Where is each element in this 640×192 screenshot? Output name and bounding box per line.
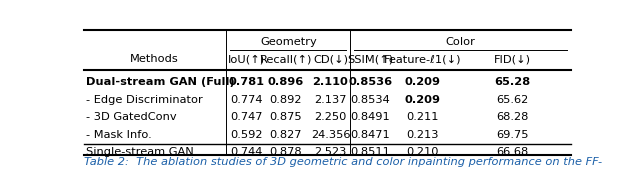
Text: 0.774: 0.774: [230, 95, 262, 105]
Text: 0.827: 0.827: [269, 130, 302, 140]
Text: 0.8534: 0.8534: [350, 95, 390, 105]
Text: 69.75: 69.75: [496, 130, 529, 140]
Text: 0.213: 0.213: [406, 130, 438, 140]
Text: Color: Color: [445, 37, 476, 47]
Text: 0.781: 0.781: [228, 77, 264, 87]
Text: 2.137: 2.137: [314, 95, 347, 105]
Text: 0.592: 0.592: [230, 130, 262, 140]
Text: 2.523: 2.523: [314, 147, 347, 157]
Text: 68.28: 68.28: [497, 112, 529, 122]
Text: 0.209: 0.209: [404, 77, 440, 87]
Text: Recall(↑): Recall(↑): [260, 54, 312, 64]
Text: - Edge Discriminator: - Edge Discriminator: [86, 95, 203, 105]
Text: CD(↓): CD(↓): [313, 54, 348, 64]
Text: 0.747: 0.747: [230, 112, 262, 122]
Text: 65.28: 65.28: [495, 77, 531, 87]
Text: Methods: Methods: [130, 54, 179, 64]
Text: 0.892: 0.892: [269, 95, 302, 105]
Text: IoU(↑): IoU(↑): [228, 54, 265, 64]
Text: 0.878: 0.878: [269, 147, 302, 157]
Text: 0.8471: 0.8471: [350, 130, 390, 140]
Text: 0.896: 0.896: [268, 77, 304, 87]
Text: Table 2:  The ablation studies of 3D geometric and color inpainting performance : Table 2: The ablation studies of 3D geom…: [84, 157, 602, 167]
Text: 2.250: 2.250: [314, 112, 347, 122]
Text: 0.8491: 0.8491: [350, 112, 390, 122]
Text: 0.875: 0.875: [269, 112, 302, 122]
Text: SSIM(↑): SSIM(↑): [347, 54, 393, 64]
Text: 0.8511: 0.8511: [350, 147, 390, 157]
Text: 0.744: 0.744: [230, 147, 262, 157]
Text: Geometry: Geometry: [260, 37, 317, 47]
Text: Dual-stream GAN (Full): Dual-stream GAN (Full): [86, 77, 235, 87]
Text: 0.211: 0.211: [406, 112, 438, 122]
Text: 0.8536: 0.8536: [348, 77, 392, 87]
Text: FID(↓): FID(↓): [494, 54, 531, 64]
Text: 0.210: 0.210: [406, 147, 438, 157]
Text: Single-stream GAN: Single-stream GAN: [86, 147, 194, 157]
Text: 24.356: 24.356: [311, 130, 350, 140]
Text: 66.68: 66.68: [497, 147, 529, 157]
Text: 2.110: 2.110: [312, 77, 348, 87]
Text: 0.209: 0.209: [404, 95, 440, 105]
Text: - 3D GatedConv: - 3D GatedConv: [86, 112, 177, 122]
Text: 65.62: 65.62: [497, 95, 529, 105]
Text: Feature-ℓ1(↓): Feature-ℓ1(↓): [383, 54, 461, 64]
Text: - Mask Info.: - Mask Info.: [86, 130, 152, 140]
